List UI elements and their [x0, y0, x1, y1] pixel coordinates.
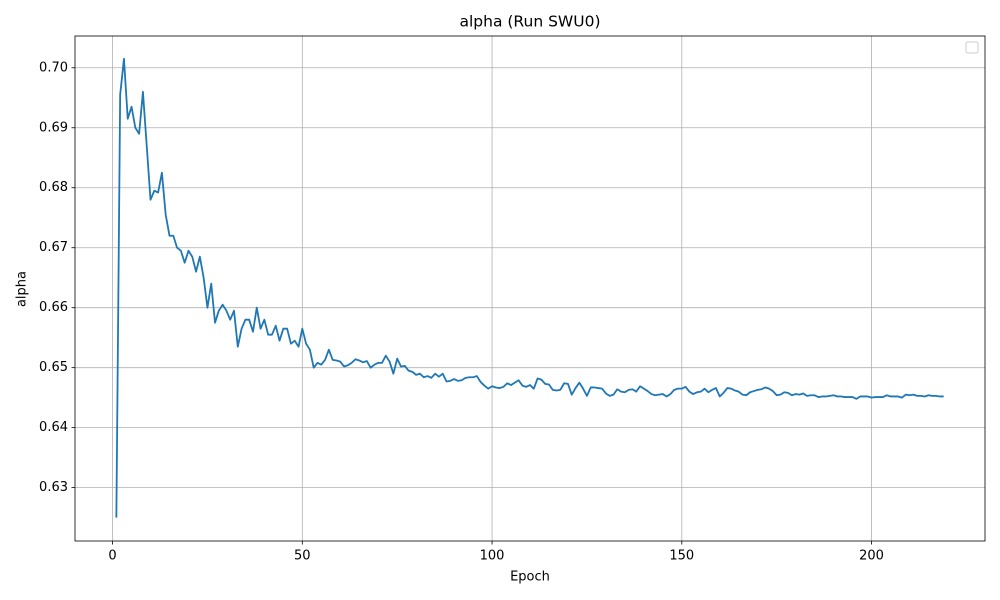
chart-title: alpha (Run SWU0) — [459, 13, 600, 31]
plot-frame — [74, 35, 986, 542]
y-tick-label: 0.69 — [39, 120, 68, 135]
data-line — [115, 57, 944, 518]
y-axis-label: alpha — [15, 271, 30, 307]
x-tick-label: 150 — [669, 549, 694, 564]
legend-box — [965, 41, 979, 54]
y-tick-label: 0.66 — [39, 300, 68, 315]
x-tick-label: 0 — [108, 549, 116, 564]
x-tick-label: 200 — [859, 549, 884, 564]
x-axis-label: Epoch — [510, 570, 550, 585]
x-tick-label: 100 — [480, 549, 505, 564]
y-tick-label: 0.64 — [39, 420, 68, 435]
y-tick-label: 0.63 — [39, 480, 68, 495]
y-tick-label: 0.70 — [39, 60, 68, 75]
y-tick-label: 0.68 — [39, 180, 68, 195]
x-tick-label: 50 — [294, 549, 311, 564]
y-tick-label: 0.65 — [39, 360, 68, 375]
y-tick-label: 0.67 — [39, 240, 68, 255]
